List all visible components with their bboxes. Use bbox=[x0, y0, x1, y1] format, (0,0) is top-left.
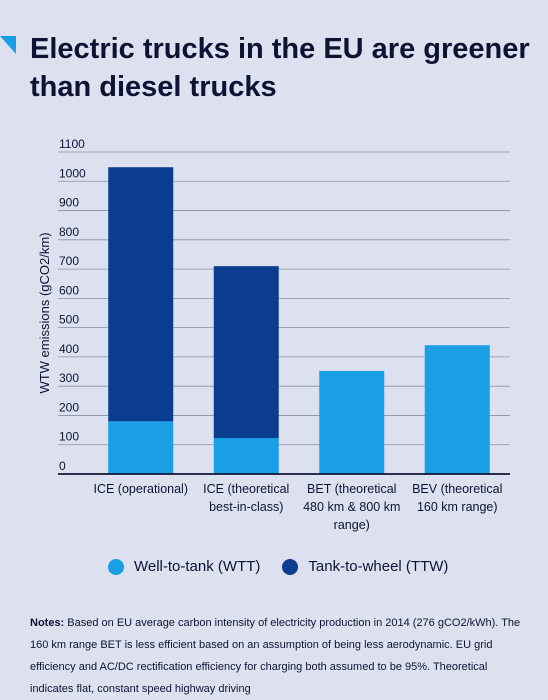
legend-item-ttw: Tank-to-wheel (TTW) bbox=[282, 558, 448, 575]
bar-ttw bbox=[108, 167, 174, 422]
bar-wtt bbox=[108, 421, 174, 474]
y-tick-label: 0 bbox=[59, 459, 66, 473]
y-tick-label: 1000 bbox=[59, 166, 86, 180]
bar-wtt bbox=[213, 437, 279, 474]
legend-item-wtt: Well-to-tank (WTT) bbox=[108, 558, 260, 575]
y-axis-label: WTW emissions (gCO2/km) bbox=[37, 232, 52, 393]
y-tick-label: 400 bbox=[59, 342, 79, 356]
bar-wtt bbox=[319, 370, 385, 474]
notes-label: Notes: bbox=[30, 617, 65, 629]
notes: Notes: Based on EU average carbon intens… bbox=[30, 612, 530, 700]
y-tick-label: 1100 bbox=[59, 137, 85, 151]
chart: 0 100 200 300 400 500 600 700 800 900 1000 1100 WTW … bbox=[37, 137, 510, 532]
x-tick-label: ICE (theoretical bbox=[203, 482, 289, 496]
x-tick-label: 160 km range) bbox=[417, 500, 498, 514]
bar-wtt bbox=[424, 345, 490, 474]
y-tick-label: 700 bbox=[59, 254, 79, 268]
notes-text: Based on EU average carbon intensity of … bbox=[30, 617, 521, 695]
x-tick-label: 480 km & 800 km bbox=[303, 500, 400, 514]
x-tick-label: BEV (theoretical bbox=[412, 482, 502, 496]
y-tick-label: 500 bbox=[59, 313, 79, 327]
x-tick-label: range) bbox=[334, 518, 370, 532]
legend-swatch-wtt bbox=[108, 558, 124, 575]
x-tick-label: BET (theoretical bbox=[307, 482, 396, 496]
y-tick-label: 300 bbox=[59, 371, 79, 385]
legend-label-ttw: Tank-to-wheel (TTW) bbox=[308, 558, 449, 575]
y-tick-label: 200 bbox=[59, 400, 79, 414]
chart-title: Electric trucks in the EU are greener th… bbox=[30, 33, 530, 103]
y-tick-label: 900 bbox=[59, 196, 79, 210]
x-tick-label: best-in-class) bbox=[209, 500, 283, 514]
legend: Well-to-tank (WTT) Tank-to-wheel (TTW) bbox=[108, 558, 470, 575]
y-tick-label: 100 bbox=[59, 430, 79, 444]
title-marker-icon bbox=[0, 36, 16, 54]
x-tick-label: ICE (operational) bbox=[94, 482, 189, 496]
y-tick-label: 800 bbox=[59, 225, 79, 239]
legend-swatch-ttw bbox=[282, 558, 299, 575]
legend-label-wtt: Well-to-tank (WTT) bbox=[134, 558, 261, 575]
y-tick-label: 600 bbox=[59, 283, 79, 297]
bar-ttw bbox=[213, 266, 279, 438]
